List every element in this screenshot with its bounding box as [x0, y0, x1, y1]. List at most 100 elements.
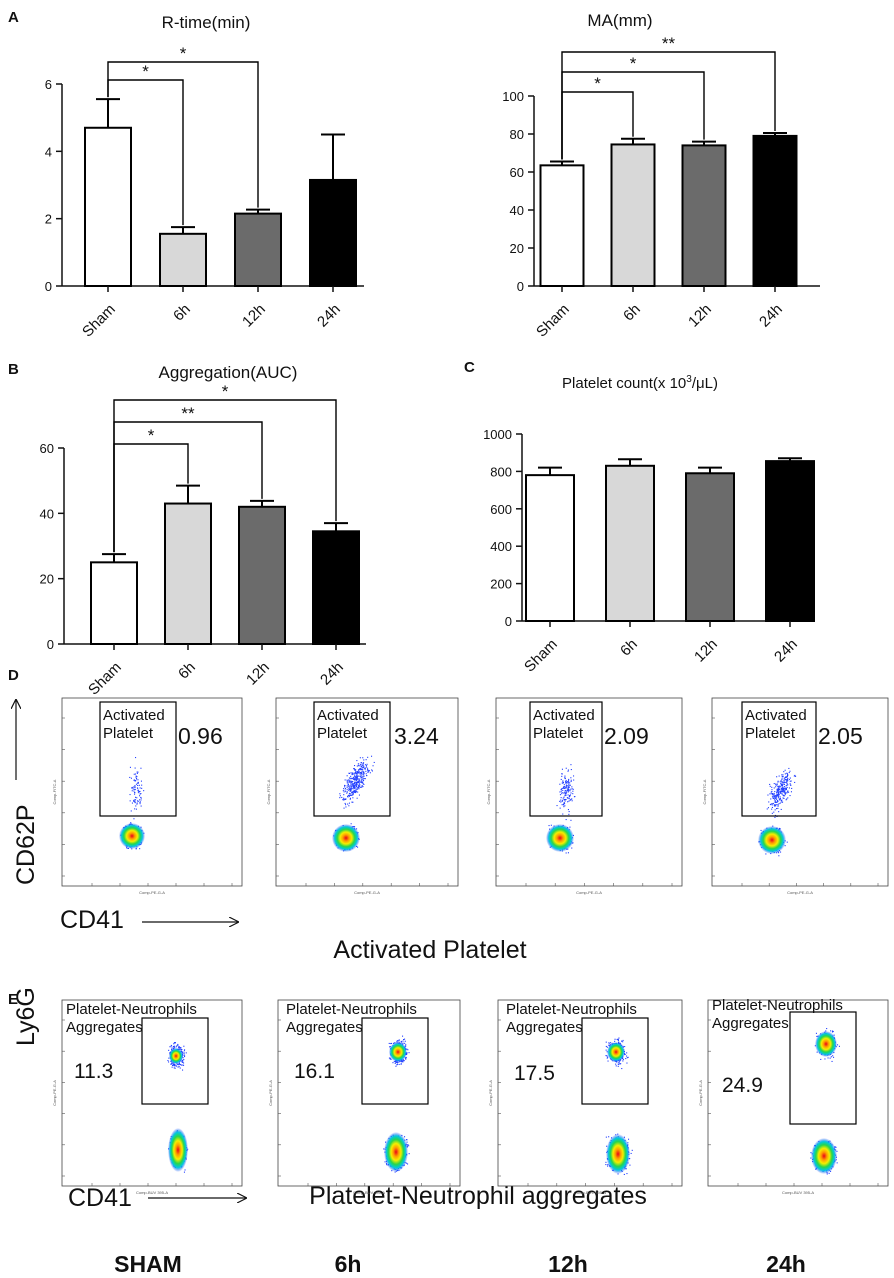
flow-dot — [406, 1048, 408, 1050]
flow-dot — [561, 788, 563, 790]
flow-dot — [773, 794, 775, 796]
flow-dot — [350, 785, 352, 787]
flow-dot — [569, 799, 571, 801]
flow-dot — [402, 1040, 404, 1042]
flow-dot — [143, 790, 145, 792]
flow-dot — [774, 791, 776, 793]
flow-dot — [182, 1061, 184, 1063]
flow-dot — [773, 783, 775, 785]
flow-gate — [529, 701, 603, 817]
flow-dot — [782, 783, 784, 785]
flow-dot — [185, 1052, 187, 1054]
flow-dot — [346, 781, 348, 783]
flow-dot — [396, 1064, 398, 1066]
flow-dot — [565, 852, 567, 854]
flow-dot — [405, 1044, 407, 1046]
flow-dot — [570, 788, 572, 790]
chart-title-end: /μL) — [692, 375, 718, 392]
flow-dot — [778, 775, 780, 777]
flow-dot — [406, 1139, 408, 1141]
flow-dot — [349, 797, 351, 799]
flow-dot — [355, 779, 357, 781]
flow-dot — [354, 774, 356, 776]
flow-dot — [564, 792, 566, 794]
flow-dot — [352, 797, 354, 799]
flow-dot — [362, 757, 364, 759]
flow-dot — [778, 793, 780, 795]
flow-dot — [565, 819, 567, 821]
flow-dot — [178, 1063, 180, 1065]
flow-dot — [777, 788, 779, 790]
flow-dot — [393, 1061, 395, 1063]
flow-dot — [563, 792, 565, 794]
flow-dot — [783, 795, 785, 797]
y-tick-label: 2 — [45, 212, 52, 227]
flow-dot — [352, 801, 354, 803]
flow-dot — [566, 788, 568, 790]
flow-dot — [183, 1062, 185, 1064]
flow-dot — [352, 794, 354, 796]
flow-dot — [778, 855, 780, 857]
flow-dot — [348, 785, 350, 787]
flow-dot — [352, 776, 354, 778]
flow-dot — [565, 787, 567, 789]
flow-dot — [778, 789, 780, 791]
flow-dot — [171, 1066, 173, 1068]
flow-dot — [570, 798, 572, 800]
flow-dot — [136, 778, 138, 780]
flow-dot — [774, 797, 776, 799]
flow-dot — [350, 786, 352, 788]
flow-dot — [782, 789, 784, 791]
flow-dot — [350, 778, 352, 780]
flow-dot — [783, 781, 785, 783]
flow-dot — [131, 786, 133, 788]
flow-dot — [133, 800, 135, 802]
flow-dot — [346, 792, 348, 794]
flow-dot — [357, 791, 359, 793]
flow-dot — [368, 770, 370, 772]
flow-dot — [559, 794, 561, 796]
flow-dot — [174, 1063, 176, 1065]
flow-dot — [349, 788, 351, 790]
significance-label: * — [142, 62, 149, 81]
flow-gate-label-2: Platelet — [103, 725, 154, 742]
flow-dot — [345, 791, 347, 793]
significance-label: * — [180, 44, 187, 63]
flow-dot — [787, 774, 789, 776]
flow-dot — [786, 786, 788, 788]
flow-dot — [351, 773, 353, 775]
flow-dot — [361, 782, 363, 784]
flow-dot — [770, 793, 772, 795]
flow-dot — [779, 799, 781, 801]
y-tick-label: 800 — [490, 464, 512, 479]
flow-dot — [345, 798, 347, 800]
flow-dot — [776, 789, 778, 791]
flow-dot — [355, 770, 357, 772]
y-tick-label: 60 — [510, 165, 524, 180]
flow-dot — [136, 802, 138, 804]
flow-dot — [356, 783, 358, 785]
flow-dot — [355, 788, 357, 790]
flow-dot — [141, 787, 143, 789]
flow-dot — [563, 786, 565, 788]
flow-dot — [550, 824, 552, 826]
x-category-label: Sham — [521, 636, 561, 676]
flow-dot — [354, 781, 356, 783]
flow-dot — [139, 790, 141, 792]
flow-dot — [351, 785, 353, 787]
flow-dot — [137, 800, 139, 802]
flow-dot — [776, 799, 778, 801]
flow-dot — [780, 783, 782, 785]
flow-dot — [365, 773, 367, 775]
flow-dot — [133, 773, 135, 775]
flow-dot — [173, 1065, 175, 1067]
flow-dot — [362, 767, 364, 769]
flow-dot — [564, 795, 566, 797]
significance-label: ** — [181, 404, 195, 423]
flow-dot — [395, 1061, 397, 1063]
flow-density-core — [389, 1042, 407, 1062]
flow-dot — [783, 771, 785, 773]
flow-dot — [401, 1061, 403, 1063]
